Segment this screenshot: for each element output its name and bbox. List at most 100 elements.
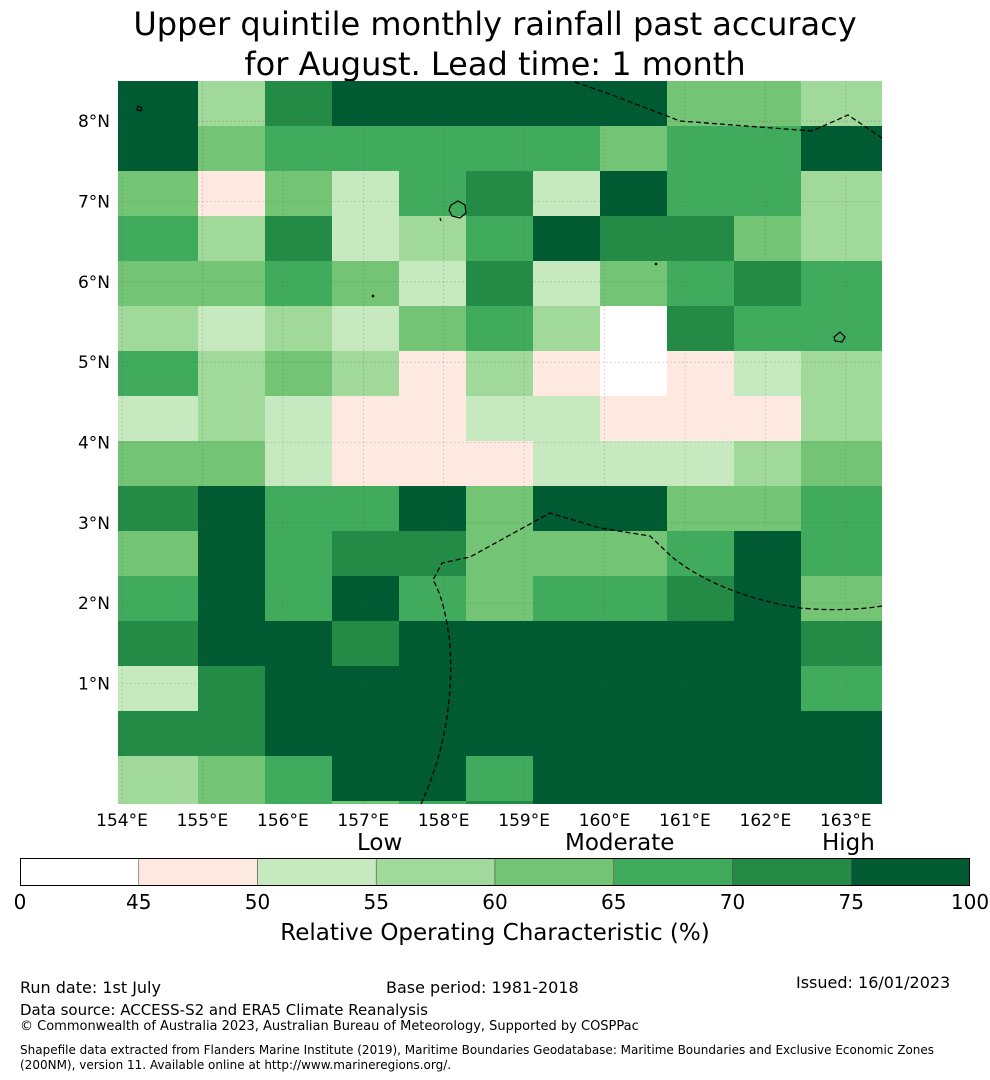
grid-cell xyxy=(734,711,801,756)
grid-cell xyxy=(667,486,734,531)
grid-cell xyxy=(131,801,198,804)
grid-cell xyxy=(198,126,265,171)
grid-cell xyxy=(399,81,466,126)
longitude-label: 154°E xyxy=(96,811,148,831)
grid-cell xyxy=(801,801,868,804)
grid-cell xyxy=(118,171,131,216)
issued-date: Issued: 16/01/2023 xyxy=(796,973,951,992)
grid-cell xyxy=(399,171,466,216)
grid-cell xyxy=(332,531,399,576)
grid-cell xyxy=(198,576,265,621)
colorbar-tick-label: 55 xyxy=(363,890,389,914)
colorbar-tick-label: 60 xyxy=(482,890,508,914)
grid-cell xyxy=(667,756,734,801)
grid-cell xyxy=(198,711,265,756)
grid-cell xyxy=(868,171,882,216)
grid-cell xyxy=(198,171,265,216)
latitude-label: 2°N xyxy=(78,594,110,614)
grid-cell xyxy=(801,81,868,126)
grid-cell xyxy=(332,171,399,216)
grid-cell xyxy=(198,396,265,441)
grid-cell xyxy=(801,171,868,216)
grid-cell xyxy=(734,486,801,531)
grid-cell xyxy=(332,81,399,126)
grid-cell xyxy=(265,126,332,171)
colorbar xyxy=(20,858,970,886)
grid-cell xyxy=(600,621,667,666)
island-dot-1 xyxy=(371,294,375,298)
grid-cell xyxy=(466,486,533,531)
grid-cell xyxy=(118,756,131,801)
longitude-label: 155°E xyxy=(177,811,229,831)
grid-cell xyxy=(533,711,600,756)
grid-cell xyxy=(868,531,882,576)
islands xyxy=(136,105,846,343)
grid-cell xyxy=(131,576,198,621)
grid-cell xyxy=(265,261,332,306)
grid-cell xyxy=(265,486,332,531)
grid-cell xyxy=(131,126,198,171)
grid-cell xyxy=(667,216,734,261)
grid-cell xyxy=(600,261,667,306)
grid-cell xyxy=(198,531,265,576)
grid-cell xyxy=(734,81,801,126)
grid-cell xyxy=(667,126,734,171)
grid-cell xyxy=(801,711,868,756)
latitude-label: 8°N xyxy=(78,112,110,132)
colorbar-tick-label: 50 xyxy=(244,890,271,914)
grid-cell xyxy=(466,576,533,621)
grid-cell xyxy=(265,711,332,756)
grid-cell xyxy=(533,396,600,441)
grid-cell xyxy=(399,756,466,801)
category-low-label: Low xyxy=(357,830,403,856)
grid-cell xyxy=(600,126,667,171)
grid-cell xyxy=(265,171,332,216)
longitude-label: 158°E xyxy=(418,811,470,831)
grid-cell xyxy=(667,351,734,396)
grid-cell xyxy=(198,621,265,666)
grid-cell xyxy=(600,801,667,804)
grid-cell xyxy=(533,486,600,531)
grid-cell xyxy=(466,711,533,756)
grid-cell xyxy=(265,801,332,804)
colorbar-tick-label: 70 xyxy=(719,890,746,914)
colorbar-segment xyxy=(613,858,733,886)
grid-cell xyxy=(533,531,600,576)
grid-cell xyxy=(118,216,131,261)
grid-cell xyxy=(801,576,868,621)
grid-cell xyxy=(131,666,198,711)
latitude-label: 4°N xyxy=(78,434,110,454)
grid-cell xyxy=(198,801,265,804)
grid-cell xyxy=(118,621,131,666)
grid-cell xyxy=(868,81,882,126)
grid-cell xyxy=(131,171,198,216)
grid-cell xyxy=(466,126,533,171)
grid-cell xyxy=(198,486,265,531)
grid-cell xyxy=(118,486,131,531)
grid-cell xyxy=(734,621,801,666)
grid-cell xyxy=(198,351,265,396)
grid-cell xyxy=(801,261,868,306)
grid-cell xyxy=(399,216,466,261)
grid-cell xyxy=(118,396,131,441)
grid-cell xyxy=(868,711,882,756)
grid-cell xyxy=(466,171,533,216)
grid-cell xyxy=(868,621,882,666)
colorbar-tick-label: 75 xyxy=(838,890,864,914)
island-small-nw xyxy=(136,105,143,112)
colorbar-segment xyxy=(138,858,258,886)
grid-cell xyxy=(466,351,533,396)
grid-cell xyxy=(265,81,332,126)
grid-cell xyxy=(868,126,882,171)
latitude-label: 6°N xyxy=(78,273,110,293)
grid-cell xyxy=(399,711,466,756)
base-period: Base period: 1981-2018 xyxy=(386,978,579,997)
grid-cell xyxy=(667,396,734,441)
grid-cell xyxy=(533,81,600,126)
grid-cell xyxy=(466,531,533,576)
grid-cell xyxy=(734,261,801,306)
grid-cell xyxy=(399,486,466,531)
grid-cell xyxy=(667,621,734,666)
shapefile-credit-2: (200NM), version 11. Available online at… xyxy=(20,1058,452,1072)
grid-cell xyxy=(198,261,265,306)
